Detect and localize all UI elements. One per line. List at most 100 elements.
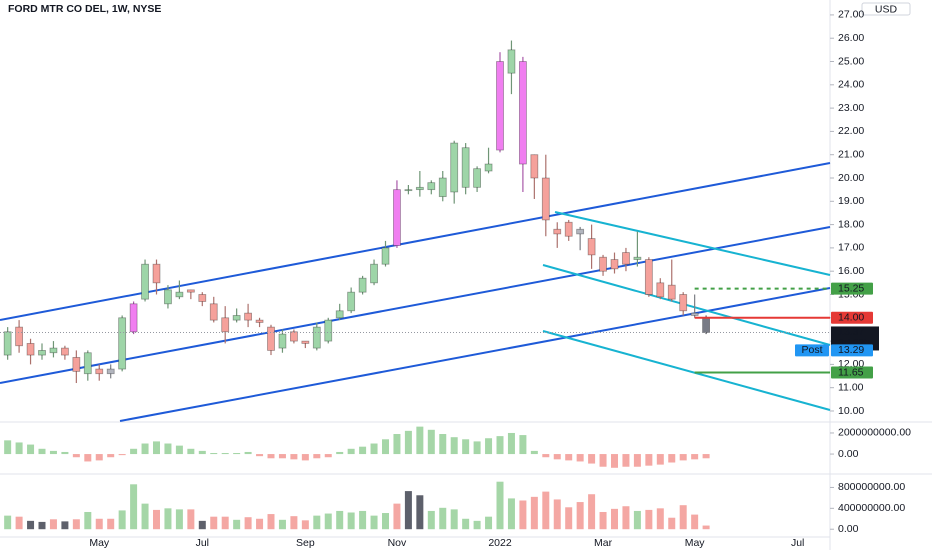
bar xyxy=(427,510,435,530)
bar xyxy=(656,454,664,465)
candle-body xyxy=(347,291,356,312)
candle-body xyxy=(541,177,550,221)
candle-body xyxy=(679,294,688,312)
candle-body xyxy=(289,331,298,342)
bar xyxy=(691,514,699,530)
bar xyxy=(702,525,710,530)
bar xyxy=(4,440,12,455)
bar xyxy=(233,519,241,530)
y-tick-label: 25.00 xyxy=(838,55,864,67)
bar xyxy=(416,426,424,455)
candle-body xyxy=(255,319,264,323)
bar xyxy=(611,454,618,468)
candle-body xyxy=(427,182,436,191)
currency[interactable]: USD xyxy=(875,3,898,15)
bar xyxy=(485,516,493,530)
candle-body xyxy=(301,340,310,344)
candle-body xyxy=(312,326,321,349)
bar xyxy=(15,442,23,455)
chart-title: FORD MTR CO DEL, 1W, NYSE xyxy=(8,3,161,15)
bar xyxy=(668,454,676,463)
channel-line xyxy=(542,330,831,411)
bar xyxy=(553,454,561,460)
bar xyxy=(507,498,515,530)
bar xyxy=(290,454,298,460)
bar xyxy=(49,450,57,455)
y-tick-label: 16.00 xyxy=(838,265,864,277)
bar xyxy=(496,436,504,455)
bar xyxy=(382,439,389,455)
bar xyxy=(141,443,149,455)
candle-body xyxy=(278,333,287,349)
bar xyxy=(450,509,458,530)
bar xyxy=(473,520,481,530)
candle-body xyxy=(473,168,482,188)
candle-body xyxy=(118,317,127,370)
bar xyxy=(84,511,92,530)
bar xyxy=(404,430,412,455)
candle-body xyxy=(141,263,149,300)
y-tick-label: 800000000.00 xyxy=(838,481,905,493)
y-tick-label: 0.00 xyxy=(838,523,859,535)
bar xyxy=(221,453,229,455)
bar xyxy=(702,454,710,459)
candle-body xyxy=(622,252,630,265)
bar xyxy=(198,520,206,530)
bar xyxy=(565,507,573,530)
y-tick-label: 20.00 xyxy=(838,172,864,184)
bar xyxy=(210,516,218,530)
bar xyxy=(153,441,160,455)
candle-body xyxy=(152,263,161,284)
bar xyxy=(599,454,607,467)
currency-box[interactable] xyxy=(861,2,911,16)
bar xyxy=(175,509,183,530)
bar xyxy=(553,499,561,530)
bar xyxy=(485,438,493,455)
bar xyxy=(153,509,160,530)
candle-body xyxy=(232,315,241,321)
bar xyxy=(611,508,618,530)
candle-body xyxy=(633,256,642,260)
candle-body xyxy=(461,147,470,188)
bar xyxy=(588,454,596,464)
bar xyxy=(691,454,699,460)
bar xyxy=(450,437,458,455)
candle-body xyxy=(244,312,253,321)
bar xyxy=(221,516,229,530)
bar xyxy=(519,435,527,455)
bar xyxy=(95,454,103,461)
candle-body xyxy=(106,368,115,375)
y-tick-label: 400000000.00 xyxy=(838,502,905,514)
bar xyxy=(622,454,630,467)
x-tick-label: Nov xyxy=(388,537,407,549)
level-label: 14.00 xyxy=(838,312,864,324)
bar xyxy=(645,509,653,530)
candle-body xyxy=(484,163,493,172)
bar xyxy=(633,454,641,467)
bar xyxy=(118,454,126,456)
bar xyxy=(656,508,664,530)
candle-body xyxy=(610,259,619,270)
y-tick-label: 17.00 xyxy=(838,242,864,254)
bar xyxy=(336,510,344,530)
level-label: 11.65 xyxy=(838,366,864,378)
bar xyxy=(141,503,149,530)
candle-body xyxy=(656,282,665,298)
bar xyxy=(61,451,69,455)
bar xyxy=(72,454,80,458)
candle-body xyxy=(175,291,184,298)
bar xyxy=(61,521,69,530)
bar xyxy=(645,454,653,466)
bar xyxy=(576,454,584,462)
y-tick-label: 22.00 xyxy=(838,125,864,137)
bar xyxy=(198,450,206,455)
candle-body xyxy=(221,317,230,333)
y-tick-label: 24.00 xyxy=(838,79,864,91)
y-tick-label: 19.00 xyxy=(838,195,864,207)
y-tick-label: 2000000000.00 xyxy=(838,427,911,439)
candle-body xyxy=(553,228,562,235)
candle-body xyxy=(519,61,527,165)
bar xyxy=(15,516,23,530)
bar xyxy=(256,518,264,530)
